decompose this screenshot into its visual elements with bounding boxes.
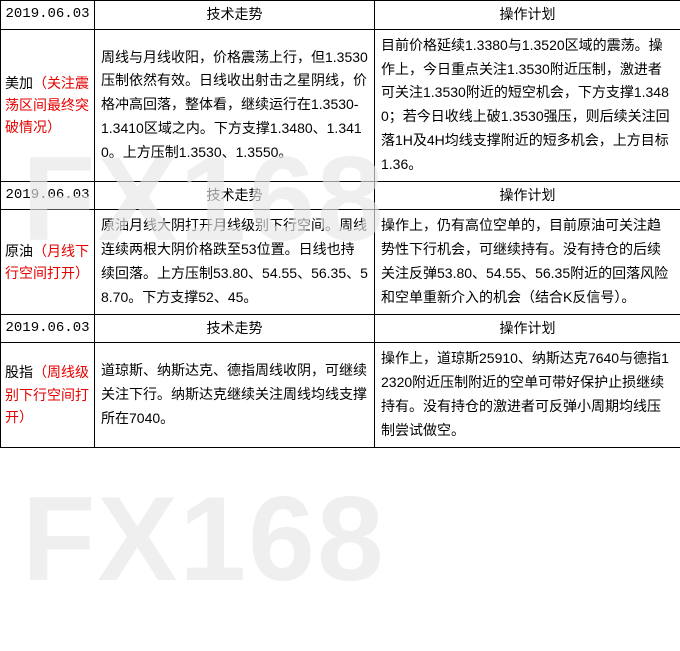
instrument-cell: 原油（月线下行空间打开） xyxy=(1,210,95,314)
header-plan: 操作计划 xyxy=(375,181,680,210)
table-row: 原油（月线下行空间打开） 原油月线大阴打开月线级别下行空间。周线连续两根大阴价格… xyxy=(1,210,680,314)
header-plan: 操作计划 xyxy=(375,314,680,343)
date-cell: 2019.06.03 xyxy=(1,314,95,343)
watermark-2: FX168 xyxy=(22,470,386,608)
instrument-cell: 美加（关注震荡区间最终突破情况） xyxy=(1,29,95,181)
trend-cell: 原油月线大阴打开月线级别下行空间。周线连续两根大阴价格跌至53位置。日线也持续回… xyxy=(95,210,375,314)
header-trend: 技术走势 xyxy=(95,1,375,30)
instrument-title: 原油 xyxy=(5,243,33,259)
header-trend: 技术走势 xyxy=(95,181,375,210)
instrument-title: 美加 xyxy=(5,75,33,91)
trend-cell: 周线与月线收阳，价格震荡上行，但1.3530压制依然有效。日线收出射击之星阴线，… xyxy=(95,29,375,181)
table-row: 美加（关注震荡区间最终突破情况） 周线与月线收阳，价格震荡上行，但1.3530压… xyxy=(1,29,680,181)
table-row: 2019.06.03 技术走势 操作计划 xyxy=(1,1,680,30)
header-trend: 技术走势 xyxy=(95,314,375,343)
analysis-table: 2019.06.03 技术走势 操作计划 美加（关注震荡区间最终突破情况） 周线… xyxy=(0,0,680,448)
date-cell: 2019.06.03 xyxy=(1,1,95,30)
plan-cell: 操作上，仍有高位空单的，目前原油可关注趋势性下行机会，可继续持有。没有持仓的后续… xyxy=(375,210,680,314)
instrument-cell: 股指（周线级别下行空间打开） xyxy=(1,343,95,447)
plan-cell: 操作上，道琼斯25910、纳斯达克7640与德指12320附近压制附近的空单可带… xyxy=(375,343,680,447)
plan-cell: 目前价格延续1.3380与1.3520区域的震荡。操作上，今日重点关注1.353… xyxy=(375,29,680,181)
document-container: FX168 FX168 2019.06.03 技术走势 操作计划 美加（关注震荡… xyxy=(0,0,680,448)
trend-cell: 道琼斯、纳斯达克、德指周线收阴，可继续关注下行。纳斯达克继续关注周线均线支撑所在… xyxy=(95,343,375,447)
instrument-title: 股指 xyxy=(5,364,33,380)
table-row: 股指（周线级别下行空间打开） 道琼斯、纳斯达克、德指周线收阴，可继续关注下行。纳… xyxy=(1,343,680,447)
table-row: 2019.06.03 技术走势 操作计划 xyxy=(1,181,680,210)
date-cell: 2019.06.03 xyxy=(1,181,95,210)
header-plan: 操作计划 xyxy=(375,1,680,30)
table-row: 2019.06.03 技术走势 操作计划 xyxy=(1,314,680,343)
